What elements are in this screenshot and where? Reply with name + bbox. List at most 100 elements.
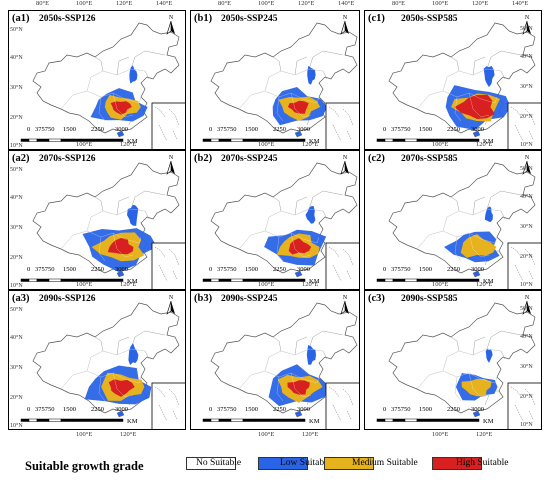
scale-tick-label: 2250 <box>447 406 460 413</box>
province-boundary <box>272 196 282 212</box>
latitude-label-right: 10°N <box>520 422 533 428</box>
north-label: N <box>169 155 174 161</box>
latitude-label-left: 40°N <box>10 335 23 341</box>
latitude-label-right: 50°N <box>520 306 533 312</box>
province-boundary <box>322 350 328 360</box>
low-suitable-area-north <box>305 206 316 224</box>
longitude-label-bottom: 100°E <box>76 141 93 148</box>
latitude-label-right: 20°N <box>520 394 533 400</box>
scale-tick-label: 0 <box>209 406 213 413</box>
latitude-label-left: 20°N <box>10 115 23 121</box>
province-boundary <box>130 50 156 70</box>
latitude-label-right: 40°N <box>520 194 533 200</box>
longitude-label-bottom: 120°E <box>120 281 137 288</box>
north-label: N <box>343 15 348 21</box>
longitude-label-top: 120°E <box>116 0 133 7</box>
map-panel-9: N (c3) 2090s-SSP585 0 375750 1500 2250 3000 KM <box>364 290 542 430</box>
island-hainan <box>472 410 481 418</box>
longitude-label-top: 120°E <box>472 0 489 7</box>
scale-tick-label: 2250 <box>273 266 286 273</box>
panel-label: (b3) <box>194 293 213 304</box>
latitude-label-right: 40°N <box>520 54 533 60</box>
high-suitable-area <box>288 238 312 255</box>
latitude-label-right: 20°N <box>520 254 533 260</box>
legend-swatch-no-suitable <box>186 457 236 470</box>
province-boundary <box>116 336 130 356</box>
province-boundary <box>332 192 344 196</box>
longitude-label-top: 140°E <box>512 0 529 7</box>
longitude-label-bottom: 120°E <box>120 141 137 148</box>
scale-tick-label: 2250 <box>447 126 460 133</box>
province-boundary <box>308 330 334 350</box>
scale-tick-label: 375750 <box>217 266 237 273</box>
scale-tick-label: 375750 <box>391 406 411 413</box>
longitude-label-bottom: 120°E <box>476 141 493 148</box>
latitude-label-left: 50°N <box>10 307 23 313</box>
province-boundary <box>144 210 150 220</box>
scale-tick-label: 3000 <box>297 266 310 273</box>
panel-title: 2050s-SSP126 <box>39 14 96 24</box>
low-suitable-area-north <box>483 65 495 88</box>
high-suitable-area <box>454 94 495 119</box>
south-china-sea-inset <box>507 102 541 149</box>
scale-tick-label: 1500 <box>63 266 76 273</box>
island-hainan <box>116 130 125 138</box>
longitude-label-bottom: 120°E <box>302 281 319 288</box>
panel-label: (a1) <box>12 13 30 24</box>
china-map: N <box>20 155 185 289</box>
scale-tick-label: 0 <box>209 126 213 133</box>
scale-tick-label: 2250 <box>91 406 104 413</box>
north-arrow-icon: N <box>166 295 175 315</box>
scale-tick-label: 3000 <box>115 266 128 273</box>
province-boundary <box>500 350 506 360</box>
china-map: N <box>376 155 541 289</box>
longitude-label-bottom: 120°E <box>120 431 137 438</box>
island-hainan <box>116 270 125 278</box>
south-china-sea-inset <box>151 382 185 429</box>
province-boundary <box>484 394 490 406</box>
north-label: N <box>525 15 530 21</box>
south-china-sea-inset <box>325 102 359 149</box>
longitude-label-top: 140°E <box>156 0 173 7</box>
province-boundary <box>94 336 104 352</box>
scale-tick-label: 2250 <box>91 126 104 133</box>
province-boundary <box>486 190 512 210</box>
panel-title: 2070s-SSP126 <box>39 154 96 164</box>
island-hainan <box>294 130 303 138</box>
south-china-sea-inset <box>507 242 541 289</box>
map-panel-2: N (b1) 2050s-SSP245 0 375750 1500 2250 3000 KM <box>190 10 360 150</box>
latitude-label-left: 30°N <box>10 85 23 91</box>
latitude-label-right: 10°N <box>520 282 533 288</box>
scale-tick-label: 375750 <box>35 406 55 413</box>
province-boundary <box>486 50 512 70</box>
panel-label: (b1) <box>194 13 213 24</box>
longitude-label-top: 80°E <box>392 0 406 7</box>
province-boundary <box>154 192 166 196</box>
scale-tick-label: 3000 <box>471 406 484 413</box>
latitude-label-left: 10°N <box>10 283 23 289</box>
panel-label: (a3) <box>12 293 30 304</box>
legend-swatch-high-suitable <box>432 457 482 470</box>
longitude-label-top: 100°E <box>432 0 449 7</box>
scale-tick-label: 375750 <box>391 126 411 133</box>
scale-unit: KM <box>309 138 320 145</box>
longitude-label-top: 80°E <box>218 0 232 7</box>
longitude-label-bottom: 100°E <box>258 141 275 148</box>
scale-tick-label: 0 <box>383 126 387 133</box>
map-panel-8: N (b3) 2090s-SSP245 0 375750 1500 2250 3000 KM <box>190 290 360 430</box>
panel-title: 2090s-SSP245 <box>221 294 278 304</box>
scale-tick-label: 1500 <box>245 266 258 273</box>
north-arrow-icon: N <box>340 15 349 35</box>
south-china-sea-inset <box>325 242 359 289</box>
high-suitable-area <box>288 100 309 114</box>
longitude-label-top: 120°E <box>298 0 315 7</box>
panel-title: 2090s-SSP126 <box>39 294 96 304</box>
scale-tick-label: 1500 <box>245 406 258 413</box>
latitude-label-left: 50°N <box>10 167 23 173</box>
china-map: N <box>376 295 541 429</box>
low-suitable-area-north <box>128 343 139 365</box>
medium-suitable-area <box>461 378 492 397</box>
latitude-label-right: 30°N <box>520 84 533 90</box>
province-boundary <box>116 56 130 76</box>
panel-title: 2070s-SSP585 <box>401 154 458 164</box>
